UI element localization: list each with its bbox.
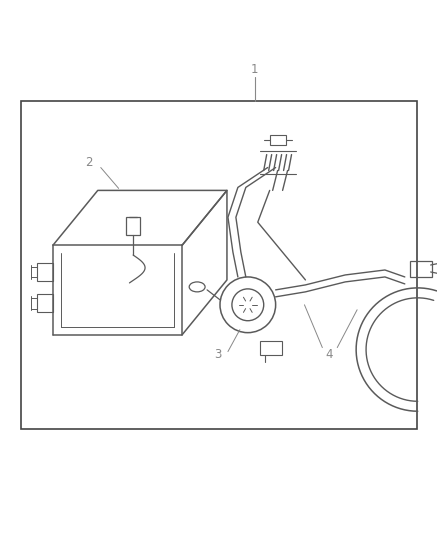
Text: 1: 1 [251,62,258,76]
Bar [126,217,140,235]
Bar [37,294,53,312]
Bar [260,341,282,354]
Bar [37,263,53,281]
Bar [270,135,286,144]
Text: 3: 3 [214,348,222,361]
Text: 2: 2 [85,156,92,169]
Text: 4: 4 [325,348,333,361]
Bar [21,101,417,429]
